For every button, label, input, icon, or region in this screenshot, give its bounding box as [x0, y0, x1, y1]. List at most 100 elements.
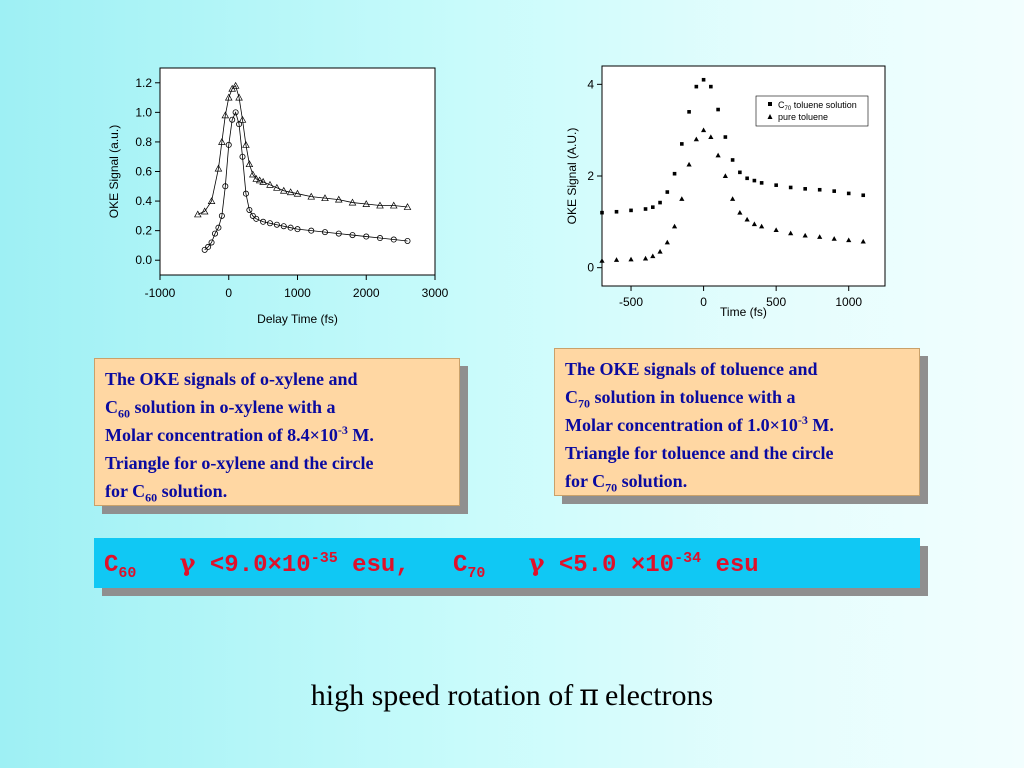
data-point	[708, 134, 714, 139]
c60-label: C60	[104, 552, 137, 582]
data-point	[403, 203, 412, 210]
data-point	[860, 238, 866, 244]
data-point	[715, 152, 721, 158]
data-point	[260, 218, 267, 225]
data-point	[404, 237, 411, 244]
data-point	[672, 171, 677, 176]
data-point	[788, 230, 794, 236]
caption-right-line-2: C70 solution in toluence with a	[565, 387, 796, 411]
data-point	[861, 193, 866, 198]
data-point	[658, 200, 662, 205]
data-point	[294, 226, 301, 233]
data-point	[246, 206, 253, 213]
legend-item-1: C70 toluene solution	[778, 100, 857, 112]
data-point	[614, 209, 619, 214]
y-tick-label: 1.0	[135, 105, 152, 119]
chart-left: -1000 0 1000 2000 3000 0.0 0.2 0.4 0.6 0.8 1.0 1.2 D…	[100, 66, 460, 336]
y-tick-label: 2	[587, 169, 594, 183]
data-point	[238, 115, 247, 123]
data-point	[259, 177, 267, 185]
data-point	[242, 190, 249, 197]
x-tick-label: -500	[619, 295, 643, 309]
data-point	[751, 221, 757, 227]
data-point	[700, 127, 707, 133]
data-point	[629, 208, 633, 213]
caption-left-line-3: Molar concentration of 8.4×10-3 M.	[105, 423, 374, 445]
data-point	[245, 160, 254, 168]
caption-left-line-2: C60 solution in o-xylene with a	[105, 397, 336, 421]
data-point	[232, 109, 239, 116]
y-tick-label: 4	[587, 77, 594, 91]
chart-right-svg: -500 0 500 1000 0 2 4 Time (fs) OKE Signal (A.U.…	[565, 65, 886, 319]
data-point	[671, 223, 678, 229]
y-tick-label: 0.8	[135, 135, 152, 149]
gamma-symbol: γ	[179, 548, 196, 577]
data-point	[363, 233, 370, 240]
x-tick-label: 0	[225, 286, 232, 300]
caption-right-line-1: The OKE signals of toluence and	[565, 359, 818, 379]
data-point	[846, 191, 851, 196]
data-point	[737, 209, 743, 215]
data-point	[321, 194, 329, 202]
data-point	[376, 201, 384, 209]
data-point	[224, 93, 233, 101]
x-tick-label: 3000	[422, 286, 449, 300]
data-point	[321, 229, 328, 236]
data-point	[236, 121, 243, 128]
data-point	[730, 158, 735, 162]
data-point	[788, 185, 793, 190]
data-point	[817, 187, 822, 192]
data-point	[307, 192, 316, 200]
legend-item-2: pure toluene	[778, 112, 828, 122]
data-point	[730, 196, 736, 201]
y-tick-label: 0	[587, 261, 594, 275]
data-point	[650, 205, 655, 209]
data-point	[390, 236, 397, 243]
x-axis-label: Time (fs)	[720, 305, 767, 319]
y-tick-label: 0.6	[135, 165, 152, 179]
data-point	[599, 258, 605, 263]
plot-frame	[159, 67, 436, 276]
chart-left-svg: -1000 0 1000 2000 3000 0.0 0.2 0.4 0.6 0.8 1.0 1.2 D…	[107, 67, 449, 326]
data-point	[215, 224, 222, 231]
gamma-symbol: γ	[528, 548, 545, 577]
data-point	[679, 196, 685, 201]
data-point	[335, 230, 342, 237]
caption-right: The OKE signals of toluence and C70 solu…	[554, 348, 920, 496]
data-point	[362, 200, 371, 207]
data-point	[205, 243, 212, 250]
data-point	[239, 153, 246, 160]
c70-label: C70	[452, 552, 486, 582]
data-point	[665, 190, 670, 194]
y-tick-label: 1.2	[135, 76, 152, 90]
y-tick-label: 0.0	[135, 253, 152, 267]
data-point	[643, 207, 648, 211]
data-point	[716, 107, 720, 112]
data-point	[253, 215, 260, 222]
y-tick-label: 0.2	[135, 224, 152, 238]
caption-left: The OKE signals of o-xylene and C60 solu…	[94, 358, 460, 506]
data-point	[252, 174, 261, 182]
data-point	[745, 176, 749, 181]
data-point	[229, 116, 236, 123]
pi-symbol: π	[579, 678, 599, 713]
x-tick-label: -1000	[145, 286, 176, 300]
data-point	[773, 227, 779, 233]
data-point	[687, 110, 691, 114]
footer-post: electrons	[604, 679, 714, 712]
data-point	[273, 183, 281, 191]
data-point	[664, 239, 670, 245]
data-point	[214, 164, 223, 172]
x-tick-label: 0	[700, 295, 707, 309]
data-point	[194, 210, 202, 218]
data-point	[286, 188, 295, 196]
data-point	[242, 140, 250, 148]
data-point	[279, 186, 288, 194]
caption-left-line-5: for C60 solution.	[105, 481, 228, 505]
data-point	[225, 141, 232, 148]
data-point	[686, 161, 692, 167]
data-point	[642, 255, 649, 261]
x-tick-label: 2000	[353, 286, 380, 300]
data-point	[293, 189, 302, 197]
